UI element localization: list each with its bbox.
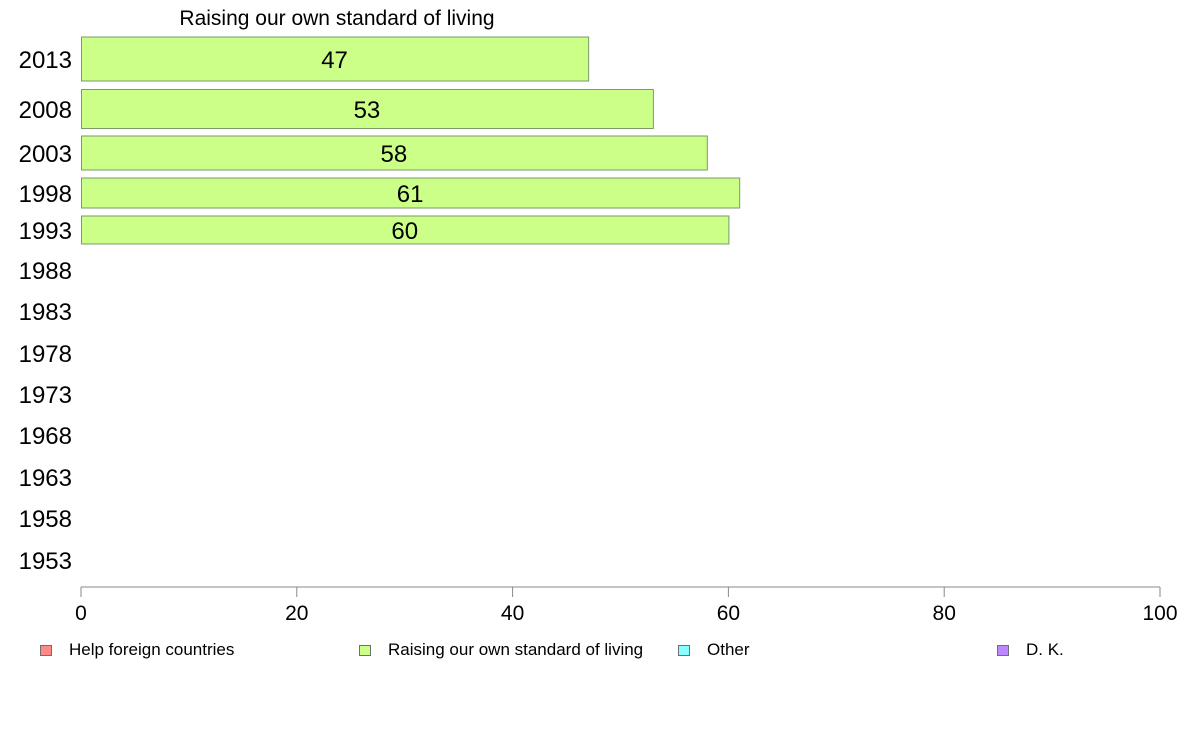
y-tick-label: 2003 [19, 141, 72, 168]
legend-label: Help foreign countries [69, 640, 235, 659]
x-tick-label: 20 [285, 602, 308, 625]
legend: Help foreign countries Raising our own s… [0, 640, 1188, 662]
y-tick-label: 1953 [19, 548, 72, 575]
bar [81, 135, 708, 171]
bar-value-label: 53 [354, 97, 381, 124]
y-tick-label: 1998 [19, 181, 72, 208]
bar-value-label: 61 [397, 181, 424, 208]
x-tick-label: 80 [933, 602, 956, 625]
bar [81, 215, 730, 245]
chart-title: Raising our own standard of living [179, 7, 494, 30]
bar [81, 36, 590, 82]
y-tick-label: 1988 [19, 258, 72, 285]
y-tick-label: 2008 [19, 97, 72, 124]
y-tick-label: 1968 [19, 423, 72, 450]
legend-label: Raising our own standard of living [388, 640, 644, 659]
y-tick-label: 1983 [19, 299, 72, 326]
legend-label: Other [707, 640, 750, 659]
y-tick-label: 1973 [19, 382, 72, 409]
legend-swatch [997, 644, 1009, 656]
x-tick-label: 100 [1142, 602, 1177, 625]
legend-item-raising-standard: Raising our own standard of living [359, 640, 643, 660]
x-axis: 0 20 40 60 80 100 [75, 586, 1178, 625]
legend-label: D. K. [1026, 640, 1064, 659]
y-tick-label: 1978 [19, 341, 72, 368]
legend-swatch [359, 644, 371, 656]
legend-item-other: Other [678, 640, 750, 660]
bar-value-label: 47 [321, 47, 348, 74]
bar-value-label: 60 [391, 218, 418, 245]
bar [81, 177, 741, 209]
x-tick-label: 60 [717, 602, 740, 625]
legend-item-help-foreign-countries: Help foreign countries [40, 640, 234, 660]
x-tick-label: 40 [501, 602, 524, 625]
y-tick-label: 1958 [19, 506, 72, 533]
y-tick-label: 1993 [19, 218, 72, 245]
x-tick-label: 0 [75, 602, 87, 625]
bar-chart: Raising our own standard of living 47535… [19, 7, 1178, 625]
bar-value-label: 58 [381, 141, 408, 168]
legend-swatch [678, 644, 690, 656]
legend-swatch [40, 644, 52, 656]
y-axis-labels: 2013 2008 2003 1998 1993 1988 1983 1978 1973 1968… [19, 47, 72, 575]
y-tick-label: 1963 [19, 465, 72, 492]
legend-item-dk: D. K. [997, 640, 1064, 660]
y-tick-label: 2013 [19, 47, 72, 74]
bar [81, 89, 654, 129]
